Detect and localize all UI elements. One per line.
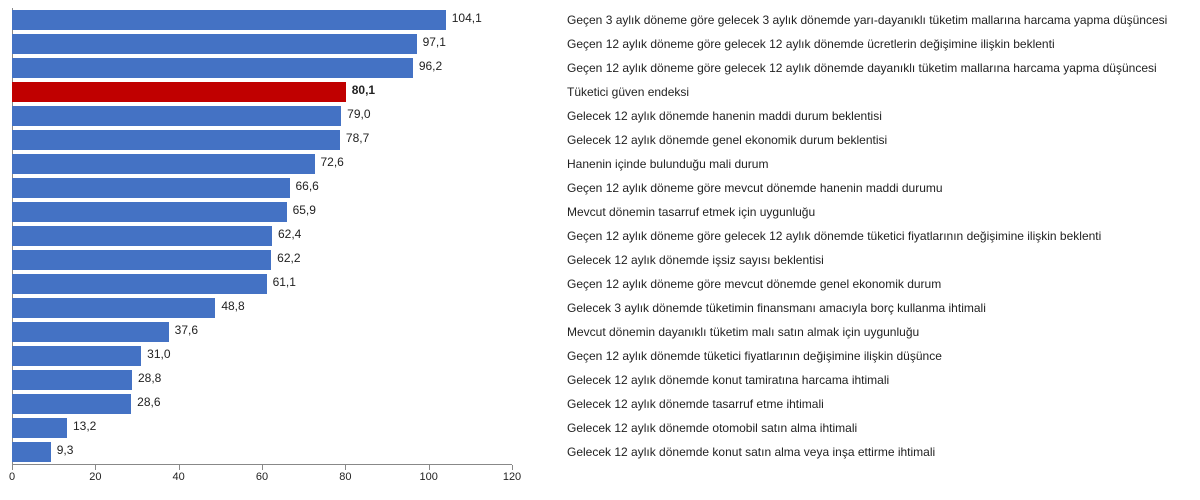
bar-row: 80,1 [12, 80, 512, 104]
bar [12, 274, 267, 294]
bar-value: 62,2 [277, 251, 300, 265]
bar-value: 97,1 [423, 35, 446, 49]
bar-value: 31,0 [147, 347, 170, 361]
x-tick-label: 20 [89, 471, 101, 483]
bar-row: 28,8 [12, 368, 512, 392]
horizontal-bar-chart: 104,1 97,1 96,2 80,1 79,0 78,772,666,6 65,9 62,… [12, 8, 1188, 492]
bar-label: Gelecek 12 aylık dönemde tasarruf etme i… [567, 392, 1187, 416]
bar-row: 79,0 [12, 104, 512, 128]
bar-value: 48,8 [221, 299, 244, 313]
bar-value: 62,4 [278, 227, 301, 241]
bar-row: 28,6 [12, 392, 512, 416]
bar-value: 65,9 [293, 203, 316, 217]
bar [12, 34, 417, 54]
bar-value: 72,6 [321, 155, 344, 169]
bar-value: 66,6 [296, 179, 319, 193]
labels-column: Geçen 3 aylık döneme göre gelecek 3 aylı… [567, 8, 1187, 492]
bar-value: 28,8 [138, 371, 161, 385]
bar-label: Geçen 12 aylık döneme göre mevcut dönemd… [567, 272, 1187, 296]
bar [12, 178, 290, 198]
x-tick [95, 465, 96, 470]
bar [12, 370, 132, 390]
bar-label: Tüketici güven endeksi [567, 80, 1187, 104]
bar-value: 9,3 [57, 443, 74, 457]
bar-label: Mevcut dönemin tasarruf etmek için uygun… [567, 200, 1187, 224]
x-tick-label: 80 [339, 471, 351, 483]
bars-area: 104,1 97,1 96,2 80,1 79,0 78,772,666,6 65,9 62,… [12, 8, 512, 464]
bar-value: 96,2 [419, 59, 442, 73]
bar-row: 61,1 [12, 272, 512, 296]
x-tick-label: 120 [503, 471, 521, 483]
bar [12, 226, 272, 246]
bar-label: Geçen 12 aylık döneme göre gelecek 12 ay… [567, 224, 1187, 248]
plot-area: 104,1 97,1 96,2 80,1 79,0 78,772,666,6 65,9 62,… [12, 8, 512, 492]
bar [12, 10, 446, 30]
bar-label: Gelecek 12 aylık dönemde işsiz sayısı be… [567, 248, 1187, 272]
x-axis: 020406080100120 [12, 464, 512, 492]
bar [12, 346, 141, 366]
bar [12, 394, 131, 414]
bar-highlight [12, 82, 346, 102]
bar [12, 154, 315, 174]
bar [12, 298, 215, 318]
bar-value: 104,1 [452, 11, 482, 25]
bar-row: 13,2 [12, 416, 512, 440]
x-tick-label: 60 [256, 471, 268, 483]
bar [12, 418, 67, 438]
bar-row: 62,2 [12, 248, 512, 272]
x-tick [12, 465, 13, 470]
x-tick [512, 465, 513, 470]
bar-row: 97,1 [12, 32, 512, 56]
bar-row: 9,3 [12, 440, 512, 464]
bar-row: 62,4 [12, 224, 512, 248]
bar-value: 79,0 [347, 107, 370, 121]
x-tick-label: 100 [419, 471, 437, 483]
bar-value: 78,7 [346, 131, 369, 145]
x-tick [179, 465, 180, 470]
bar-value: 37,6 [175, 323, 198, 337]
bar-value: 61,1 [273, 275, 296, 289]
bar-label: Gelecek 12 aylık dönemde konut tamiratın… [567, 368, 1187, 392]
x-tick [345, 465, 346, 470]
bar-label: Gelecek 12 aylık dönemde konut satın alm… [567, 440, 1187, 464]
x-tick-label: 40 [173, 471, 185, 483]
bar-label: Geçen 3 aylık döneme göre gelecek 3 aylı… [567, 8, 1187, 32]
bar-row: 96,2 [12, 56, 512, 80]
bar [12, 442, 51, 462]
bar-row: 72,6 [12, 152, 512, 176]
bar-row: 78,7 [12, 128, 512, 152]
bar-row: 104,1 [12, 8, 512, 32]
bar-label: Gelecek 3 aylık dönemde tüketimin finans… [567, 296, 1187, 320]
bar-label: Geçen 12 aylık döneme göre mevcut dönemd… [567, 176, 1187, 200]
bar-label: Mevcut dönemin dayanıklı tüketim malı sa… [567, 320, 1187, 344]
bar [12, 250, 271, 270]
bar-label: Gelecek 12 aylık dönemde otomobil satın … [567, 416, 1187, 440]
bar-label: Gelecek 12 aylık dönemde hanenin maddi d… [567, 104, 1187, 128]
bar [12, 130, 340, 150]
bar [12, 202, 287, 222]
x-tick [262, 465, 263, 470]
bar-label: Geçen 12 aylık döneme göre gelecek 12 ay… [567, 32, 1187, 56]
x-tick-label: 0 [9, 471, 15, 483]
x-tick [429, 465, 430, 470]
bar-label: Geçen 12 aylık dönemde tüketici fiyatlar… [567, 344, 1187, 368]
bar-label: Geçen 12 aylık döneme göre gelecek 12 ay… [567, 56, 1187, 80]
bar-value: 13,2 [73, 419, 96, 433]
bar [12, 322, 169, 342]
bar-value: 80,1 [352, 83, 375, 97]
bar [12, 106, 341, 126]
bar-row: 48,8 [12, 296, 512, 320]
bar-row: 65,9 [12, 200, 512, 224]
bar-label: Gelecek 12 aylık dönemde genel ekonomik … [567, 128, 1187, 152]
bar-value: 28,6 [137, 395, 160, 409]
bar-row: 66,6 [12, 176, 512, 200]
bar-label: Hanenin içinde bulunduğu mali durum [567, 152, 1187, 176]
bar [12, 58, 413, 78]
bar-row: 31,0 [12, 344, 512, 368]
bar-row: 37,6 [12, 320, 512, 344]
